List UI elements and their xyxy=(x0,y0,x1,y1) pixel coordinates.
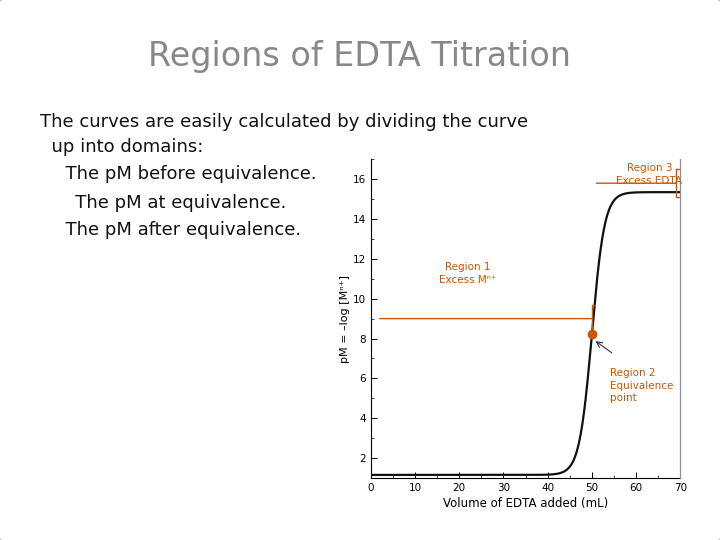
Y-axis label: pM = –log [Mⁿ⁺]: pM = –log [Mⁿ⁺] xyxy=(340,275,350,362)
Text: Region 2
Equivalence
point: Region 2 Equivalence point xyxy=(610,368,673,403)
Text: Region 1
Excess Mⁿ⁺: Region 1 Excess Mⁿ⁺ xyxy=(439,262,497,285)
Text: Regions of EDTA Titration: Regions of EDTA Titration xyxy=(148,40,572,73)
Text: Region 3
Excess EDTA: Region 3 Excess EDTA xyxy=(616,163,683,186)
Text: The pM after equivalence.: The pM after equivalence. xyxy=(54,221,301,239)
Text: The pM at equivalence.: The pM at equivalence. xyxy=(58,194,286,212)
Text: up into domains:: up into domains: xyxy=(40,138,203,156)
Text: The curves are easily calculated by dividing the curve: The curves are easily calculated by divi… xyxy=(40,113,528,131)
X-axis label: Volume of EDTA added (mL): Volume of EDTA added (mL) xyxy=(443,497,608,510)
Text: The pM before equivalence.: The pM before equivalence. xyxy=(54,165,317,183)
